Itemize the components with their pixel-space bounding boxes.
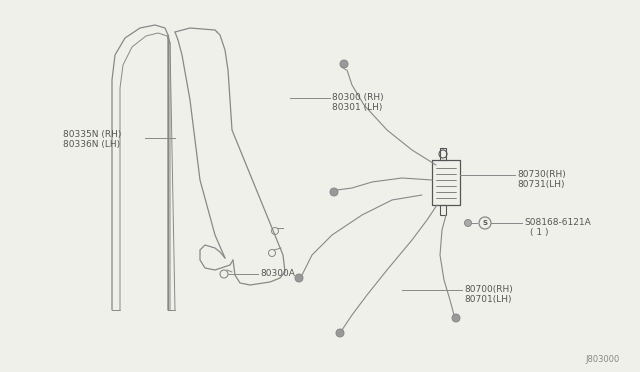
Circle shape [336, 329, 344, 337]
Text: ( 1 ): ( 1 ) [530, 228, 548, 237]
Text: 80335N (RH): 80335N (RH) [63, 130, 122, 139]
Text: 80701(LH): 80701(LH) [464, 295, 511, 304]
Circle shape [330, 188, 338, 196]
Text: S: S [483, 220, 488, 226]
Circle shape [452, 314, 460, 322]
Text: 80730(RH): 80730(RH) [517, 170, 566, 179]
Text: S08168-6121A: S08168-6121A [524, 218, 591, 227]
Text: 80731(LH): 80731(LH) [517, 180, 564, 189]
Text: J803000: J803000 [586, 355, 620, 364]
Text: 80301 (LH): 80301 (LH) [332, 103, 382, 112]
Text: 80336N (LH): 80336N (LH) [63, 140, 120, 149]
Text: 80700(RH): 80700(RH) [464, 285, 513, 294]
Circle shape [465, 219, 472, 227]
Circle shape [340, 60, 348, 68]
Text: 80300A: 80300A [260, 269, 295, 278]
Circle shape [295, 274, 303, 282]
Text: 80300 (RH): 80300 (RH) [332, 93, 383, 102]
